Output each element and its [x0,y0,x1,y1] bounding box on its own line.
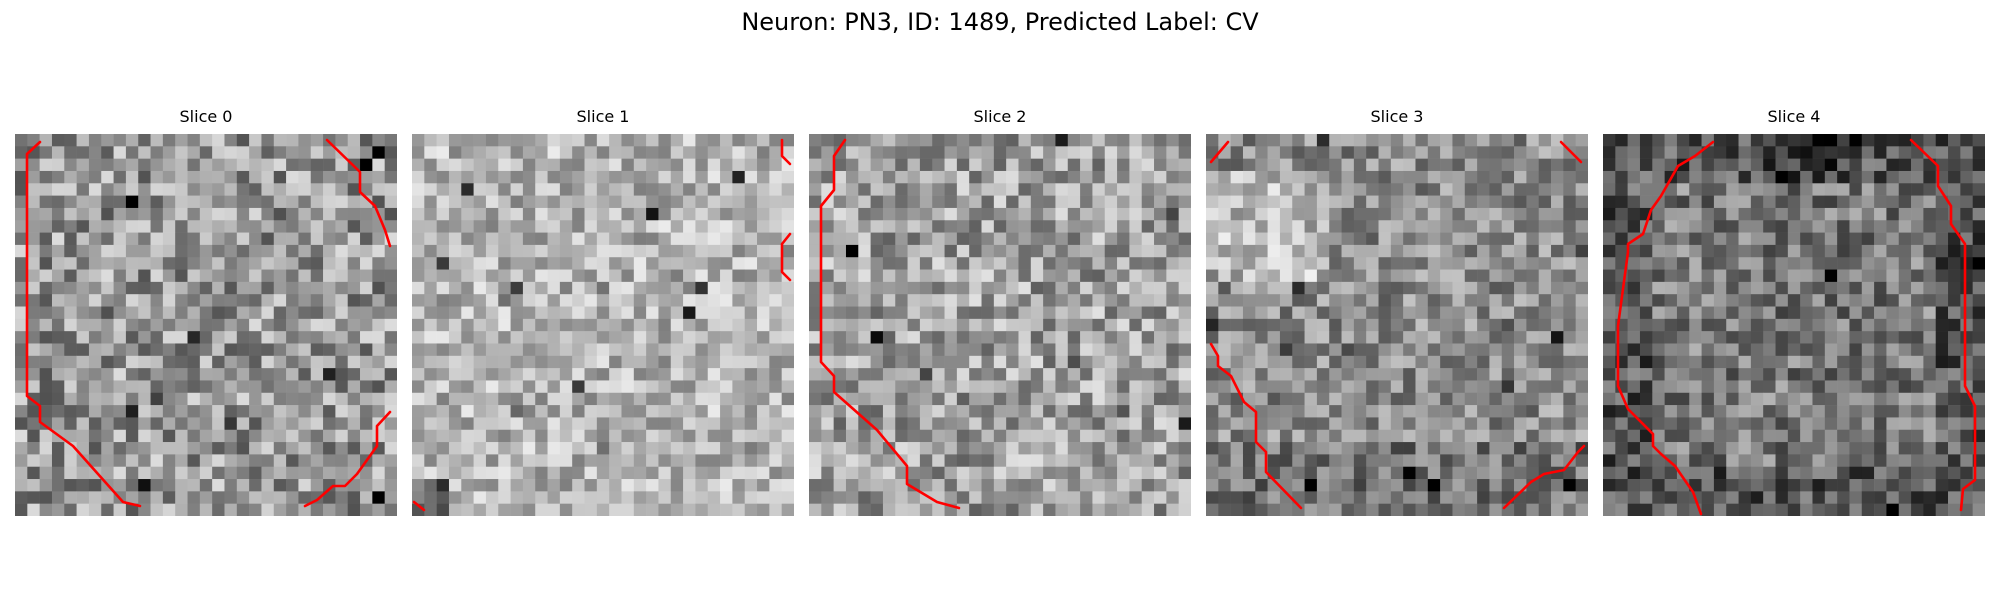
contour-line [1909,138,1977,512]
contour-line [1616,140,1715,516]
contour-line [1209,140,1230,164]
slice-title: Slice 4 [1767,107,1821,126]
slice-title: Slice 1 [576,107,630,126]
pixel-grid [1603,134,1985,516]
slice-image-0 [15,134,397,516]
contour-line [25,140,142,508]
pixel-grid [1206,134,1588,516]
contour-line [1559,140,1583,164]
contour-line [412,500,426,512]
slice-image-3 [1206,134,1588,516]
figure-title: Neuron: PN3, ID: 1489, Predicted Label: … [741,8,1259,36]
contour-line [1209,342,1303,510]
pixel-grid [15,134,397,516]
slice-image-1 [412,134,794,516]
pixel-grid [809,134,1191,516]
slice-title: Slice 2 [973,107,1027,126]
contour-line [303,410,392,508]
slice-image-4 [1603,134,1985,516]
contour-line [780,138,792,166]
slice-title: Slice 3 [1370,107,1424,126]
contour-line [1502,444,1586,510]
slice-title: Slice 0 [179,107,233,126]
contour-line [325,138,392,248]
pixel-grid [412,134,794,516]
contour-line [819,138,961,510]
slice-image-2 [809,134,1191,516]
contour-line [780,232,792,282]
